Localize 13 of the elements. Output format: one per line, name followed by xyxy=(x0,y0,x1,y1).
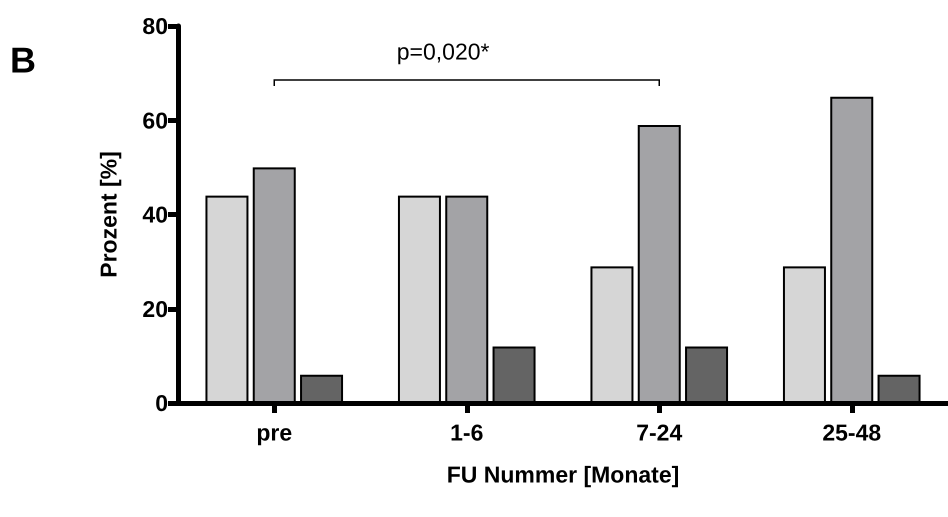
x-tick-label: 25-48 xyxy=(822,420,882,446)
y-tick-label: 60 xyxy=(142,107,168,134)
y-tick-label: 20 xyxy=(142,296,168,322)
x-tick-label: pre xyxy=(256,420,292,446)
x-axis-title: FU Nummer [Monate] xyxy=(446,462,680,488)
y-tick-label: 40 xyxy=(142,202,168,228)
y-tick-label: 0 xyxy=(155,390,168,416)
x-tick-label: 1-6 xyxy=(450,420,484,446)
annotation: p=0,020* xyxy=(396,38,490,64)
y-axis-title: Prozent [%] xyxy=(96,151,122,278)
text: B xyxy=(10,40,36,80)
y-tick-label: 80 xyxy=(142,13,168,39)
x-tick-label: 7-24 xyxy=(636,420,682,446)
